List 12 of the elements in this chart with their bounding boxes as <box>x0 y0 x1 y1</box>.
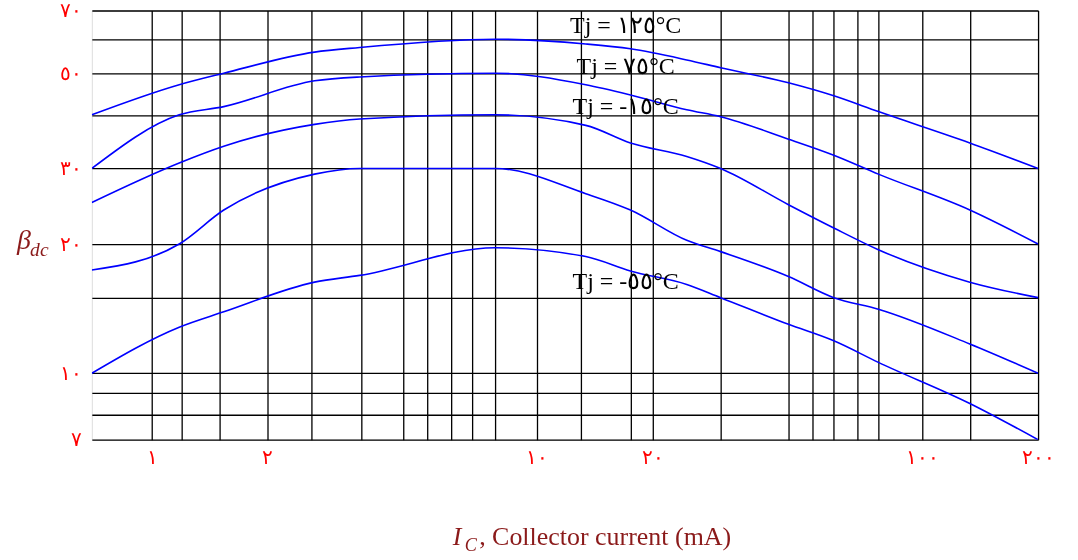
y-tick-label: ٧٠ <box>60 0 83 21</box>
y-tick-label: ١٠ <box>60 361 83 384</box>
y-tick-label: ٣٠ <box>60 156 83 179</box>
x-tick-label: ٢٠٠ <box>1022 446 1056 469</box>
x-tick-label: ١٠٠ <box>906 446 940 469</box>
x-tick-label: ١٠ <box>526 446 549 469</box>
x-tick-label: ٢ <box>262 446 274 469</box>
y-tick-label: ٥٠ <box>60 61 83 84</box>
y-tick-label: ٢٠ <box>60 232 83 255</box>
x-tick-label: ٢٠ <box>642 446 665 469</box>
y-tick-label: ٧ <box>71 428 83 451</box>
x-tick-label: ١ <box>146 446 158 469</box>
